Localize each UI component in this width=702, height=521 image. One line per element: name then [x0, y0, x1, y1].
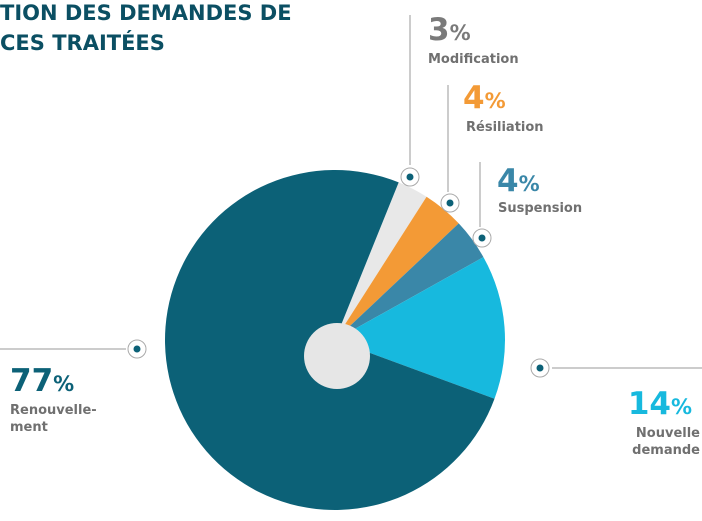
value-unit: % — [485, 89, 506, 113]
value-label: 4% — [497, 163, 540, 199]
value-number: 4 — [497, 163, 519, 199]
pie-slice — [335, 257, 505, 399]
value-label: 14% — [628, 386, 692, 422]
value-label: 3% — [428, 12, 471, 48]
value-number: 4 — [463, 80, 485, 116]
pie-slice — [335, 196, 459, 340]
category-label: Suspension — [498, 201, 582, 216]
value-number: 77 — [10, 363, 53, 399]
value-unit: % — [519, 172, 540, 196]
pie-slice — [335, 182, 427, 340]
chart-title: CES TRAITÉES — [0, 30, 165, 55]
category-label: Nouvelle — [636, 426, 700, 441]
leader-dot — [406, 173, 414, 181]
leader-dot — [133, 345, 141, 353]
leader-dot — [536, 364, 544, 372]
leader-dot — [446, 199, 454, 207]
chart-title: TION DES DEMANDES DE — [0, 1, 292, 25]
category-label: demande — [632, 443, 700, 458]
value-label: 77% — [10, 363, 74, 399]
value-number: 3 — [428, 12, 450, 48]
value-unit: % — [671, 395, 692, 419]
category-label: Résiliation — [466, 120, 544, 135]
value-unit: % — [53, 372, 74, 396]
category-label: ment — [10, 420, 48, 435]
value-number: 14 — [628, 386, 671, 422]
value-label: 4% — [463, 80, 506, 116]
pie-slice — [335, 223, 484, 340]
center-hole — [304, 323, 370, 389]
category-label: Modification — [428, 52, 519, 67]
leader-dot — [478, 234, 486, 242]
value-unit: % — [450, 21, 471, 45]
category-label: Renouvelle- — [10, 403, 97, 418]
